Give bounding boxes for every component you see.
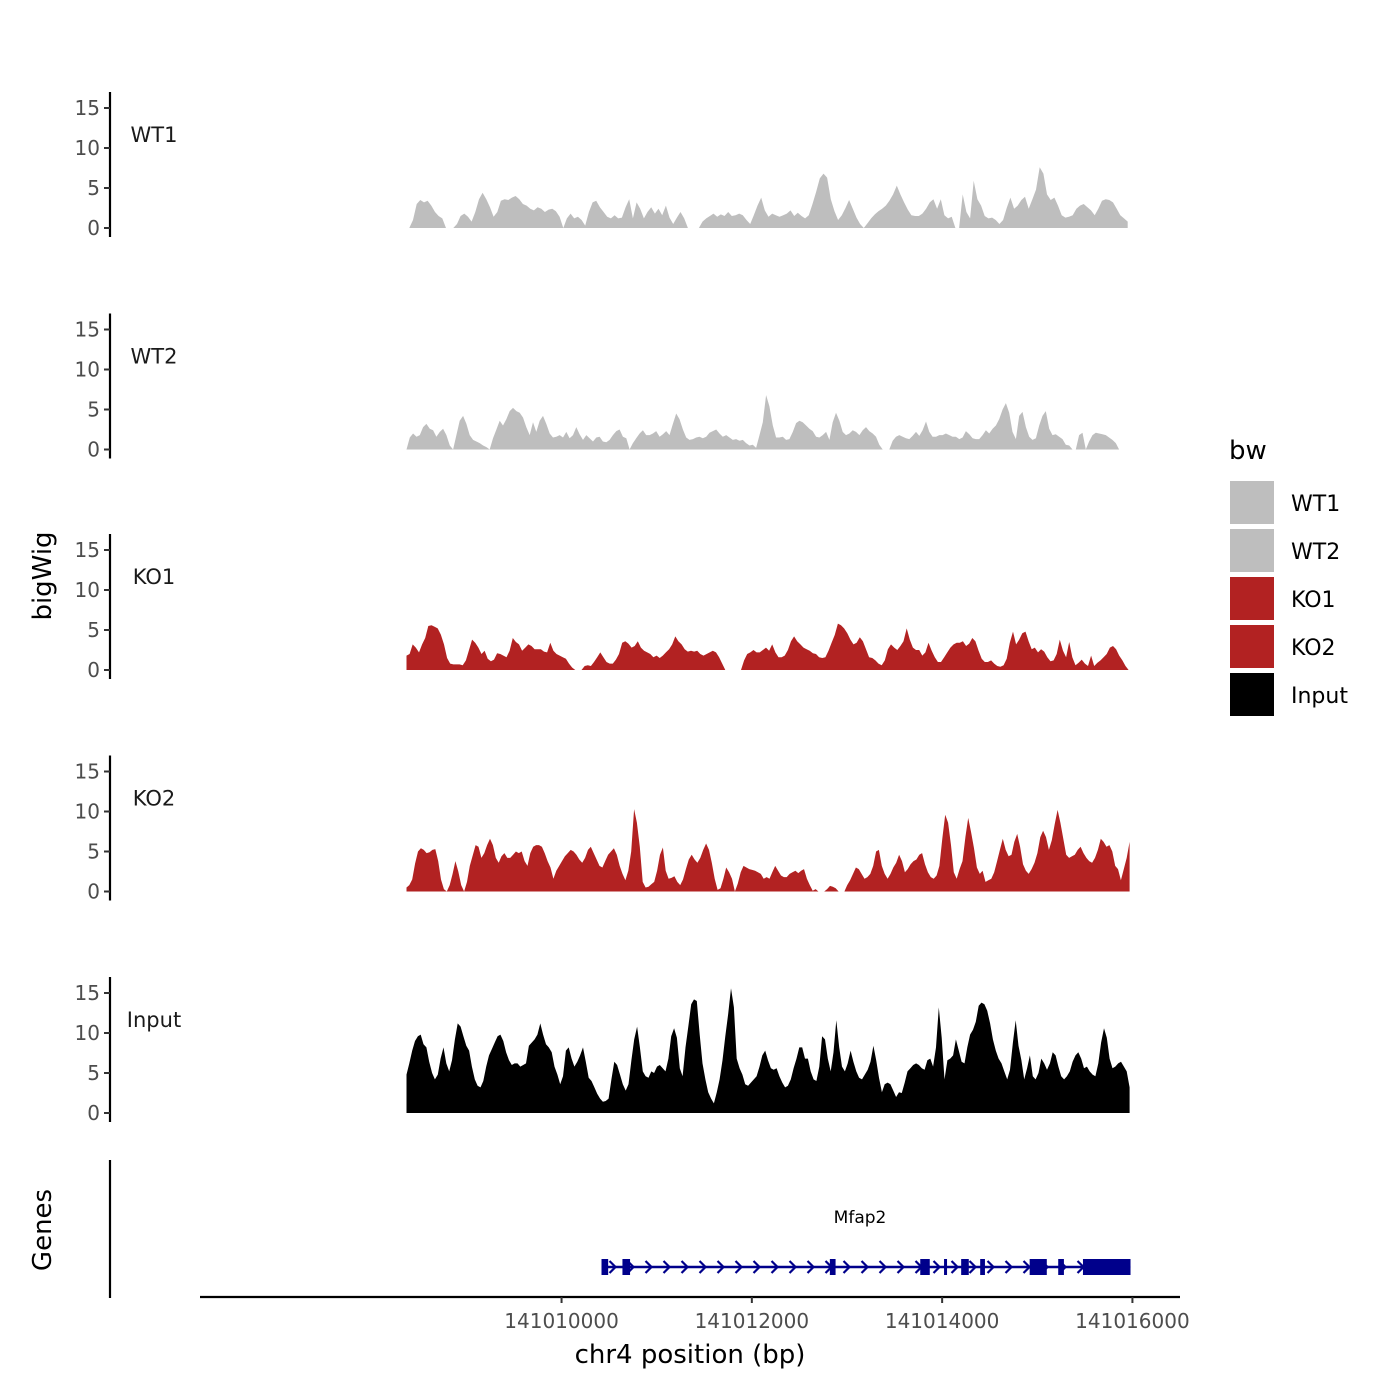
y-tick-label: 5 bbox=[87, 398, 100, 422]
y-tick-label: 15 bbox=[75, 538, 100, 562]
gene-exon bbox=[1058, 1259, 1064, 1275]
legend-label-ko2: KO2 bbox=[1291, 636, 1336, 661]
legend-label-wt2: WT2 bbox=[1291, 540, 1340, 565]
y-tick-label: 5 bbox=[87, 618, 100, 642]
gene-exon bbox=[601, 1259, 609, 1275]
x-tick-label: 141012000 bbox=[695, 1309, 810, 1333]
legend: bw WT1 WT2 KO1 KO2 Input bbox=[1229, 436, 1348, 716]
track-label: WT2 bbox=[131, 345, 178, 369]
y-tick-label: 10 bbox=[75, 578, 100, 602]
y-tick-label: 15 bbox=[75, 760, 100, 784]
gene-exon bbox=[829, 1259, 836, 1275]
coverage-area-ko1 bbox=[406, 623, 1129, 670]
strand-arrow bbox=[734, 1260, 744, 1274]
strand-arrow bbox=[752, 1260, 762, 1274]
track-label: WT1 bbox=[131, 123, 178, 147]
legend-swatch-wt2 bbox=[1230, 529, 1274, 572]
legend-label-input: Input bbox=[1291, 684, 1348, 709]
strand-arrow bbox=[608, 1260, 618, 1274]
y-tick-label: 5 bbox=[87, 840, 100, 864]
y-tick-label: 10 bbox=[75, 800, 100, 824]
gene-exon bbox=[1082, 1259, 1131, 1275]
gene-exon bbox=[1029, 1259, 1047, 1275]
gene-exon bbox=[961, 1259, 969, 1275]
x-tick-label: 141010000 bbox=[504, 1309, 619, 1333]
strand-arrow bbox=[1022, 1260, 1032, 1274]
y-tick-label: 0 bbox=[87, 658, 100, 682]
strand-arrow bbox=[644, 1260, 654, 1274]
y-axis-title: bigWig bbox=[28, 531, 58, 620]
strand-arrow bbox=[878, 1260, 888, 1274]
legend-swatch-ko2 bbox=[1230, 625, 1274, 668]
track-label: KO1 bbox=[133, 565, 176, 589]
y-tick-label: 10 bbox=[75, 1021, 100, 1045]
gene-name: Mfap2 bbox=[834, 1208, 887, 1228]
legend-swatch-input bbox=[1230, 673, 1274, 716]
track-label: Input bbox=[127, 1008, 181, 1032]
strand-arrow bbox=[932, 1260, 942, 1274]
strand-arrow bbox=[716, 1260, 726, 1274]
strand-arrow bbox=[806, 1260, 816, 1274]
y-tick-label: 15 bbox=[75, 96, 100, 120]
y-tick-label: 0 bbox=[87, 880, 100, 904]
legend-swatch-wt1 bbox=[1230, 481, 1274, 524]
y-tick-label: 0 bbox=[87, 438, 100, 462]
x-tick-label: 141016000 bbox=[1075, 1309, 1190, 1333]
y-tick-label: 0 bbox=[87, 1101, 100, 1125]
track-wt2: 0 5 10 15 WT2 bbox=[75, 313, 1120, 462]
y-tick-label: 15 bbox=[75, 318, 100, 342]
y-tick-label: 10 bbox=[75, 358, 100, 382]
legend-label-wt1: WT1 bbox=[1291, 492, 1340, 517]
strand-arrow bbox=[662, 1260, 672, 1274]
y-tick-label: 5 bbox=[87, 1061, 100, 1085]
y-tick-label: 15 bbox=[75, 981, 100, 1005]
coverage-area-wt1 bbox=[409, 167, 1128, 228]
strand-arrow bbox=[698, 1260, 708, 1274]
strand-arrow bbox=[1004, 1260, 1014, 1274]
legend-label-ko1: KO1 bbox=[1291, 588, 1336, 613]
legend-swatch-ko1 bbox=[1230, 577, 1274, 620]
strand-arrow bbox=[788, 1260, 798, 1274]
coverage-area-ko2 bbox=[406, 809, 1130, 892]
gene-exon bbox=[622, 1259, 631, 1275]
track-label: KO2 bbox=[133, 787, 176, 811]
strand-arrow bbox=[968, 1260, 978, 1274]
track-input: 0 5 10 15 Input bbox=[75, 977, 1130, 1125]
coverage-area-input bbox=[406, 988, 1130, 1113]
y-tick-label: 0 bbox=[87, 216, 100, 240]
legend-title: bw bbox=[1229, 436, 1267, 466]
y-tick-label: 5 bbox=[87, 176, 100, 200]
strand-arrow bbox=[680, 1260, 690, 1274]
strand-arrow bbox=[860, 1260, 870, 1274]
track-ko2: 0 5 10 15 KO2 bbox=[75, 755, 1130, 904]
strand-arrow bbox=[986, 1260, 996, 1274]
gene-exon bbox=[980, 1259, 985, 1275]
gene-exon bbox=[920, 1259, 930, 1275]
strand-arrow bbox=[770, 1260, 780, 1274]
track-ko1: 0 5 10 15 KO1 bbox=[75, 534, 1129, 682]
gene-exon bbox=[944, 1259, 948, 1275]
y-tick-label: 10 bbox=[75, 136, 100, 160]
strand-arrow bbox=[842, 1260, 852, 1274]
x-axis-title: chr4 position (bp) bbox=[575, 1340, 806, 1370]
strand-arrow bbox=[896, 1260, 906, 1274]
x-tick-label: 141014000 bbox=[885, 1309, 1000, 1333]
genes-axis-title: Genes bbox=[28, 1189, 58, 1271]
coverage-tracks: 0 5 10 15 WT1 0 5 10 15 WT2 0 5 10 15 KO1 0 5 10 15 KO2 0 5 10… bbox=[75, 92, 1130, 1125]
track-wt1: 0 5 10 15 WT1 bbox=[75, 92, 1128, 240]
x-axis: 141010000 141012000 141014000 141016000 bbox=[200, 1295, 1190, 1333]
strand-arrow bbox=[950, 1260, 960, 1274]
coverage-area-wt2 bbox=[406, 395, 1120, 450]
gene-track: Mfap2 bbox=[108, 1160, 1131, 1298]
